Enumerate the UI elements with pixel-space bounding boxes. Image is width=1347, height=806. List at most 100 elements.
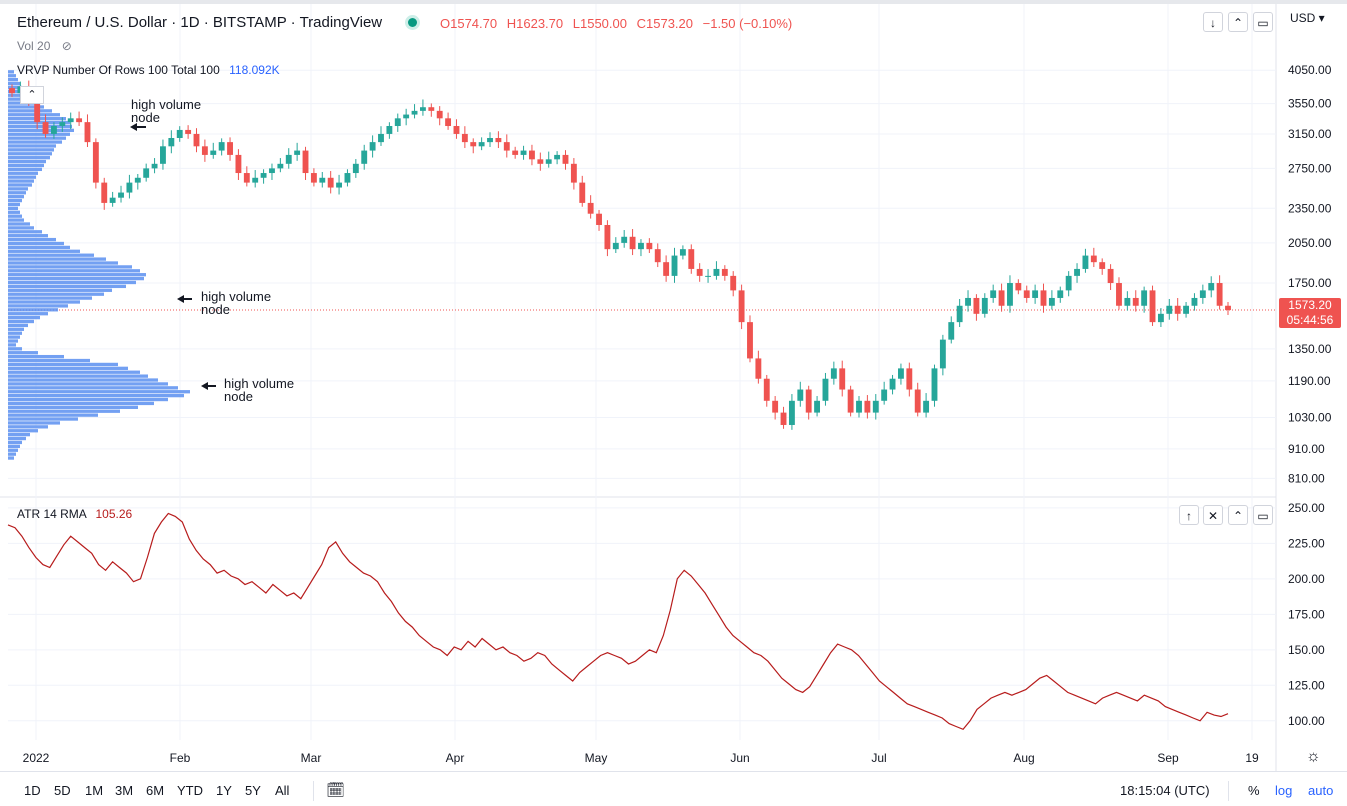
settings-gear-icon[interactable]: ☼ xyxy=(1306,748,1321,765)
currency-selector[interactable]: USD ▾ xyxy=(1290,11,1325,25)
vrvp-bar xyxy=(8,120,70,125)
candle-body xyxy=(738,290,745,323)
vrvp-bar xyxy=(8,249,80,253)
vrvp-bar xyxy=(8,276,144,281)
candle-body xyxy=(1065,275,1072,291)
vrvp-bar xyxy=(8,218,24,222)
vrvp-bar xyxy=(8,436,26,441)
candle-body xyxy=(101,182,108,203)
vrvp-bar xyxy=(8,113,60,117)
candle-body xyxy=(512,150,519,155)
atr-legend[interactable]: ATR 14 RMA 105.26 xyxy=(17,507,132,521)
timeframe-button-all[interactable]: All xyxy=(275,783,290,798)
calendar-goto-icon[interactable]: 🗓 xyxy=(326,782,346,799)
vrvp-bar xyxy=(8,374,148,378)
auto-toggle[interactable]: auto xyxy=(1308,783,1334,798)
move-down-button[interactable]: ↓ xyxy=(1203,12,1223,32)
time-tick-label: Feb xyxy=(170,751,191,765)
candle-body xyxy=(1149,290,1156,323)
collapse-atr-pane-button[interactable]: ⌃ xyxy=(1228,505,1248,525)
candle-body xyxy=(143,168,150,178)
top-border xyxy=(0,0,1347,4)
candle-body xyxy=(495,137,502,143)
vrvp-bar xyxy=(8,195,24,199)
candle-body xyxy=(755,358,762,379)
vrvp-bar xyxy=(8,230,42,234)
vrvp-bar xyxy=(8,77,18,82)
candle-body xyxy=(889,378,896,390)
candle-body xyxy=(579,182,586,203)
timeframe-button-1d[interactable]: 1D xyxy=(24,783,41,798)
log-toggle[interactable]: log xyxy=(1275,783,1293,798)
candle-body xyxy=(109,197,116,203)
candle-body xyxy=(872,400,879,413)
candle-body xyxy=(260,173,267,178)
vrvp-bar xyxy=(8,456,14,460)
vrvp-bar xyxy=(8,339,18,343)
candle-body xyxy=(151,163,158,169)
volume-legend[interactable]: Vol 20 ⊘ xyxy=(17,39,72,53)
percent-toggle[interactable]: % xyxy=(1248,783,1260,798)
maximize-pane-button[interactable]: ▭ xyxy=(1253,12,1273,32)
candle-body xyxy=(285,154,292,164)
vrvp-bar xyxy=(8,390,190,394)
atr-tick-label: 125.00 xyxy=(1288,678,1325,692)
candle-body xyxy=(763,378,770,401)
symbol-legend[interactable]: Ethereum / U.S. Dollar · 1D · BITSTAMP ·… xyxy=(17,14,382,31)
vrvp-bar xyxy=(8,273,146,277)
candle-body xyxy=(1132,297,1139,306)
collapse-pane-button[interactable]: ⌃ xyxy=(1228,12,1248,32)
vrvp-bar xyxy=(8,432,30,437)
vrvp-bar xyxy=(8,257,106,261)
timeframe-button-6m[interactable]: 6M xyxy=(146,783,165,798)
candle-body xyxy=(84,122,91,143)
close-value: C1573.20 xyxy=(636,16,693,31)
candle-body xyxy=(973,297,980,314)
candle-body xyxy=(646,242,653,250)
candle-body xyxy=(277,163,284,169)
candle-body xyxy=(663,262,670,276)
vrvp-bar xyxy=(8,304,68,308)
legend-collapse-icon[interactable]: ⌃ xyxy=(20,86,44,104)
candle-body xyxy=(1074,268,1080,276)
vrvp-bar xyxy=(8,144,56,148)
candle-body xyxy=(210,150,217,155)
time-tick-label: Mar xyxy=(301,751,322,765)
vrvp-bar xyxy=(8,253,94,257)
move-up-button[interactable]: ↑ xyxy=(1179,505,1199,525)
timeframe-button-ytd[interactable]: YTD xyxy=(177,783,203,798)
vrvp-bar xyxy=(8,241,64,246)
candle-body xyxy=(428,107,435,111)
vrvp-bar xyxy=(8,187,28,191)
candle-body xyxy=(914,389,921,413)
eye-hidden-icon[interactable]: ⊘ xyxy=(61,39,72,53)
timeframe-button-5d[interactable]: 5D xyxy=(54,783,71,798)
time-tick-label: Aug xyxy=(1013,751,1034,765)
candle-body xyxy=(537,159,544,164)
vrvp-bar xyxy=(8,175,36,179)
vrvp-bar xyxy=(8,315,40,320)
price-tick-label: 1350.00 xyxy=(1288,342,1332,356)
vrvp-legend[interactable]: VRVP Number Of Rows 100 Total 100 118.09… xyxy=(17,63,280,77)
candle-body xyxy=(1124,297,1131,306)
price-tick-label: 2050.00 xyxy=(1288,236,1332,250)
timeframe-button-1y[interactable]: 1Y xyxy=(216,783,232,798)
vrvp-bar xyxy=(8,265,132,269)
candle-body xyxy=(638,242,644,250)
candle-body xyxy=(92,142,99,183)
vrvp-bar xyxy=(8,171,38,175)
timeframe-button-3m[interactable]: 3M xyxy=(115,783,134,798)
candle-body xyxy=(503,142,510,151)
timeframe-button-1m[interactable]: 1M xyxy=(85,783,104,798)
utc-clock[interactable]: 18:15:04 (UTC) xyxy=(1120,783,1210,798)
vrvp-bar xyxy=(8,386,178,390)
timeframe-button-5y[interactable]: 5Y xyxy=(245,783,261,798)
maximize-atr-pane-button[interactable]: ▭ xyxy=(1253,505,1273,525)
vrvp-bar xyxy=(8,148,54,152)
vrvp-bar xyxy=(8,397,168,402)
close-pane-button[interactable]: ✕ xyxy=(1203,505,1223,525)
candle-body xyxy=(1174,305,1181,314)
vrvp-bar xyxy=(8,156,50,160)
high-value: H1623.70 xyxy=(506,16,564,31)
